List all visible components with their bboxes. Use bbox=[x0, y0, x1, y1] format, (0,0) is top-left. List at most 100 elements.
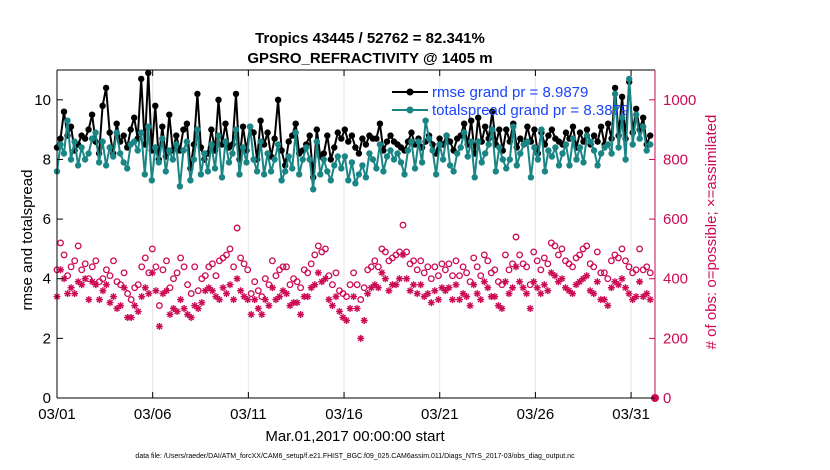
data-point-1 bbox=[380, 168, 387, 175]
assimilated-obs-marker bbox=[360, 317, 368, 324]
possible-obs-marker bbox=[279, 263, 287, 271]
data-point-0 bbox=[387, 132, 394, 139]
asterisk-stroke bbox=[152, 287, 159, 294]
possible-obs-marker bbox=[99, 275, 107, 283]
data-point-1 bbox=[324, 168, 331, 175]
assimilated-obs-marker bbox=[519, 284, 527, 292]
y-right-tick-label: 200 bbox=[663, 330, 688, 347]
data-point-1 bbox=[246, 123, 254, 130]
assimilated-obs-marker bbox=[544, 287, 552, 295]
data-point-0 bbox=[57, 135, 64, 142]
data-point-1 bbox=[562, 141, 570, 148]
possible-obs-marker bbox=[138, 263, 146, 271]
asterisk-stroke bbox=[357, 335, 364, 342]
assimilated-obs-marker bbox=[244, 296, 252, 304]
data-point-1 bbox=[327, 177, 334, 184]
asterisk-stroke bbox=[311, 281, 318, 288]
data-point-1 bbox=[85, 150, 92, 157]
data-point-0 bbox=[180, 126, 187, 133]
possible-obs-marker bbox=[184, 281, 192, 289]
assimilated-obs-marker bbox=[636, 278, 644, 286]
asterisk-stroke bbox=[195, 305, 202, 312]
assimilated-obs-marker bbox=[530, 278, 538, 286]
assimilated-obs-marker bbox=[512, 263, 520, 271]
data-point-0 bbox=[85, 126, 92, 133]
possible-obs-marker bbox=[537, 266, 545, 274]
data-point-1 bbox=[359, 162, 366, 169]
data-point-1 bbox=[443, 132, 450, 139]
data-point-1 bbox=[117, 150, 124, 157]
possible-obs-marker bbox=[614, 254, 622, 262]
asterisk-stroke bbox=[184, 311, 191, 318]
asterisk-stroke bbox=[530, 278, 537, 285]
assimilated-obs-marker bbox=[480, 278, 488, 286]
data-point-0 bbox=[81, 135, 89, 142]
assimilated-obs-marker bbox=[632, 293, 640, 301]
data-point-1 bbox=[106, 144, 113, 151]
data-point-1 bbox=[345, 177, 352, 184]
possible-obs-marker bbox=[328, 281, 336, 289]
asterisk-stroke bbox=[244, 296, 251, 303]
assimilated-obs-marker bbox=[533, 284, 541, 292]
assimilated-obs-marker bbox=[237, 287, 245, 295]
data-point-1 bbox=[457, 144, 464, 151]
data-point-0 bbox=[166, 111, 173, 118]
data-point-1 bbox=[446, 162, 454, 169]
possible-obs-marker bbox=[307, 260, 315, 268]
possible-obs-marker bbox=[212, 272, 220, 280]
data-point-0 bbox=[576, 129, 584, 136]
asterisk-stroke bbox=[68, 284, 75, 291]
possible-obs-marker bbox=[244, 266, 252, 274]
data-point-0 bbox=[517, 135, 524, 142]
data-point-1 bbox=[148, 177, 155, 184]
asterisk-stroke bbox=[484, 284, 491, 291]
asterisk-stroke bbox=[255, 305, 262, 312]
asterisk-stroke bbox=[470, 281, 477, 288]
assimilated-obs-marker bbox=[336, 308, 343, 315]
data-point-1 bbox=[415, 138, 422, 145]
data-point-0 bbox=[320, 150, 327, 157]
possible-obs-marker bbox=[357, 296, 365, 304]
asterisk-stroke bbox=[343, 317, 350, 324]
asterisk-stroke bbox=[265, 302, 272, 309]
possible-obs-marker bbox=[71, 257, 79, 265]
chart-title: Tropics 43445 / 52762 = 82.341% bbox=[255, 30, 485, 47]
data-point-0 bbox=[250, 129, 257, 136]
axes-frame bbox=[56, 69, 656, 399]
possible-obs-marker bbox=[230, 263, 238, 271]
possible-obs-marker bbox=[459, 263, 467, 271]
data-point-1 bbox=[278, 177, 285, 184]
asterisk-stroke bbox=[364, 290, 371, 297]
asterisk-stroke bbox=[453, 281, 459, 288]
data-point-1 bbox=[334, 153, 341, 160]
possible-obs-marker bbox=[314, 242, 322, 250]
data-point-1 bbox=[499, 156, 506, 163]
asterisk-stroke bbox=[382, 275, 389, 282]
asterisk-stroke bbox=[354, 305, 361, 312]
assimilated-obs-marker bbox=[622, 284, 629, 292]
possible-obs-marker bbox=[576, 251, 584, 259]
asterisk-stroke bbox=[587, 287, 594, 294]
x-tick-label: 03/21 bbox=[421, 406, 459, 423]
data-point-1 bbox=[492, 168, 499, 175]
data-point-1 bbox=[341, 153, 348, 160]
asterisk-stroke bbox=[502, 278, 509, 285]
data-point-1 bbox=[257, 138, 264, 145]
data-point-0 bbox=[597, 123, 605, 130]
data-point-0 bbox=[383, 138, 391, 145]
data-point-1 bbox=[183, 138, 191, 145]
assimilated-obs-marker bbox=[434, 296, 442, 304]
possible-obs-marker bbox=[57, 239, 64, 247]
y-tick-label: 10 bbox=[34, 92, 51, 109]
data-point-0 bbox=[604, 120, 612, 127]
data-point-0 bbox=[408, 129, 415, 136]
possible-obs-marker bbox=[350, 269, 358, 277]
assimilated-obs-marker bbox=[463, 293, 471, 301]
assimilated-obs-marker bbox=[57, 266, 64, 274]
asterisk-stroke bbox=[216, 296, 223, 303]
assimilated-obs-marker bbox=[526, 305, 534, 312]
asterisk-stroke bbox=[590, 290, 597, 297]
y-right-tick-label: 600 bbox=[663, 211, 688, 228]
data-point-0 bbox=[113, 120, 120, 127]
possible-obs-marker bbox=[78, 266, 86, 274]
